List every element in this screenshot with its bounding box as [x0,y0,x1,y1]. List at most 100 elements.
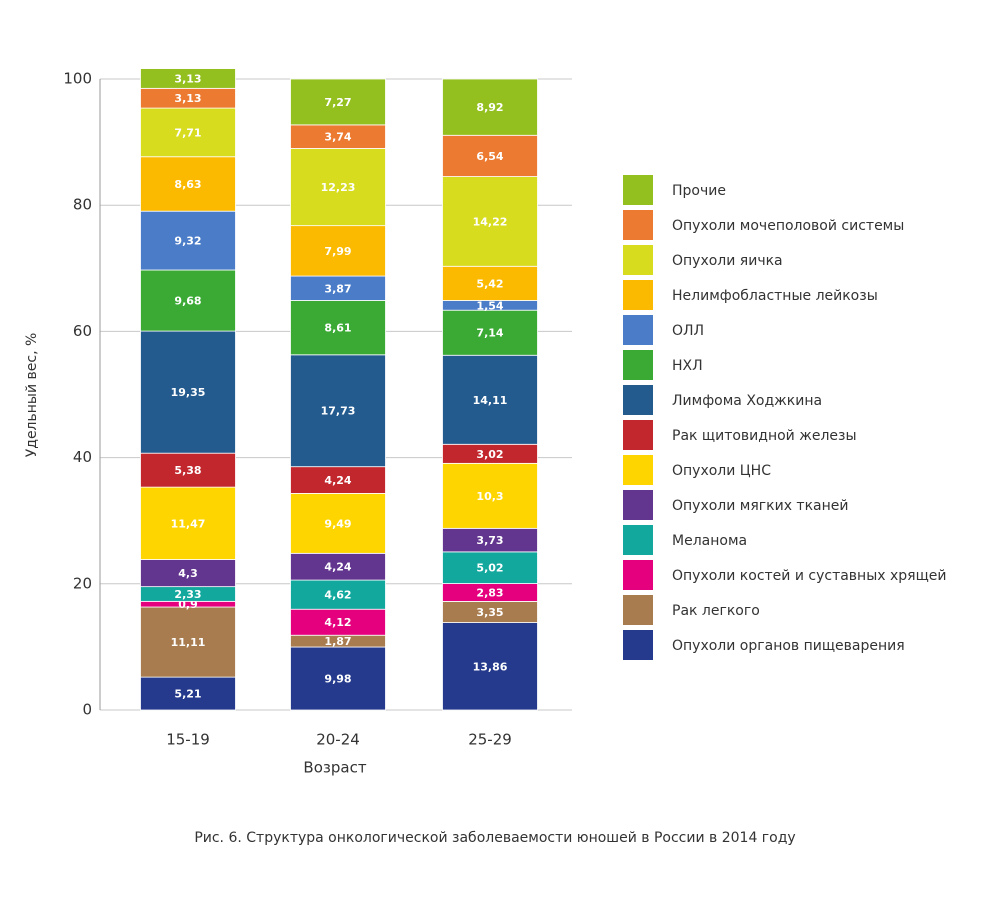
bar-segment [140,210,236,271]
bar-segment [290,225,386,277]
legend-label: ОЛЛ [672,323,704,339]
value-label: 5,21 [174,688,201,701]
value-label: 5,42 [476,277,503,290]
caption: Рис. 6. Структура онкологической заболев… [194,830,795,846]
value-label: 2,33 [174,588,201,601]
bar-segment [442,551,538,584]
value-label: 19,35 [171,386,206,399]
legend-label: Опухоли органов пищеварения [672,638,905,654]
bar-segment [442,309,538,356]
bar-segment [290,552,386,581]
value-label: 8,92 [476,101,503,114]
legend-label: Опухоли мягких тканей [672,498,849,514]
bar-segment [290,354,386,468]
legend-swatch [623,315,653,345]
value-label: 10,3 [476,490,503,503]
legend-swatch [623,175,653,205]
value-label: 9,32 [174,235,201,248]
bar-segment [140,676,236,711]
y-tick-label: 60 [73,322,92,340]
legend-swatch [623,280,653,310]
value-label: 6,54 [476,150,503,163]
value-label: 3,87 [324,282,351,295]
legend-label: Лимфома Ходжкина [672,393,822,409]
value-label: 8,63 [174,178,201,191]
bar-segment [140,559,236,588]
value-label: 4,3 [178,567,198,580]
bar-segment [140,452,236,488]
value-label: 4,12 [324,616,351,629]
x-axis-label: Возраст [303,759,366,777]
value-label: 7,71 [174,126,201,139]
legend-swatch [623,455,653,485]
x-tick-label: 15-19 [166,731,210,749]
legend-swatch [623,350,653,380]
value-label: 5,02 [476,562,503,575]
bar-segment [442,354,538,445]
value-label: 3,74 [324,131,351,144]
bar-segment [290,300,386,356]
legend-swatch [623,490,653,520]
legend-swatch [623,385,653,415]
value-label: 3,35 [476,606,503,619]
legend-swatch [623,420,653,450]
legend-swatch [623,210,653,240]
value-label: 12,23 [321,181,356,194]
value-label: 7,14 [476,327,503,340]
legend-label: Прочие [672,183,726,199]
value-label: 14,22 [473,215,508,228]
legend-label: Меланома [672,533,747,549]
bar-segment [140,606,236,678]
value-label: 3,73 [476,534,503,547]
value-label: 2,83 [476,586,503,599]
bar-segment [290,466,386,494]
value-label: 9,98 [324,673,351,686]
legend-label: Опухоли мочеполовой системы [672,218,904,234]
y-tick-label: 20 [73,574,92,592]
value-label: 3,13 [174,92,201,105]
value-label: 4,62 [324,589,351,602]
value-label: 9,68 [174,295,201,308]
legend-swatch [623,525,653,555]
legend-label: Опухоли костей и суставных хрящей [672,568,947,584]
bar-segment [290,493,386,554]
x-tick-label: 20-24 [316,731,360,749]
legend-swatch [623,595,653,625]
y-tick-label: 40 [73,448,92,466]
legend-swatch [623,560,653,590]
value-label: 4,24 [324,561,351,574]
legend-label: Нелимфобластные лейкозы [672,288,878,304]
value-label: 7,27 [324,96,351,109]
bar-segment [442,78,538,136]
y-tick-label: 0 [82,701,92,719]
y-axis-label: Удельный вес, % [24,333,40,458]
legend-label: Опухоли яичка [672,253,783,269]
value-label: 9,49 [324,517,351,530]
value-label: 13,86 [473,660,508,673]
value-label: 8,61 [324,322,351,335]
bar-segment [290,78,386,126]
bar-segment [442,176,538,267]
legend-label: Рак легкого [672,603,760,619]
legend-label: НХЛ [672,358,703,374]
value-label: 1,87 [324,635,351,648]
y-tick-label: 100 [63,70,92,88]
x-tick-label: 25-29 [468,731,512,749]
value-label: 3,13 [174,72,201,85]
bar-segment [140,68,236,89]
value-label: 5,38 [174,464,201,477]
legend-label: Опухоли ЦНС [672,463,771,479]
bar-segment [140,156,236,212]
bar-segment [290,646,386,711]
bar-segment [140,486,236,560]
bar-segment [140,269,236,332]
bar-segment [442,134,538,177]
value-label: 11,47 [171,517,206,530]
y-tick-label: 80 [73,196,92,214]
value-label: 3,02 [476,448,503,461]
bar-segment [290,148,386,227]
value-label: 17,73 [321,405,356,418]
legend-label: Рак щитовидной железы [672,428,857,444]
legend-swatch [623,245,653,275]
